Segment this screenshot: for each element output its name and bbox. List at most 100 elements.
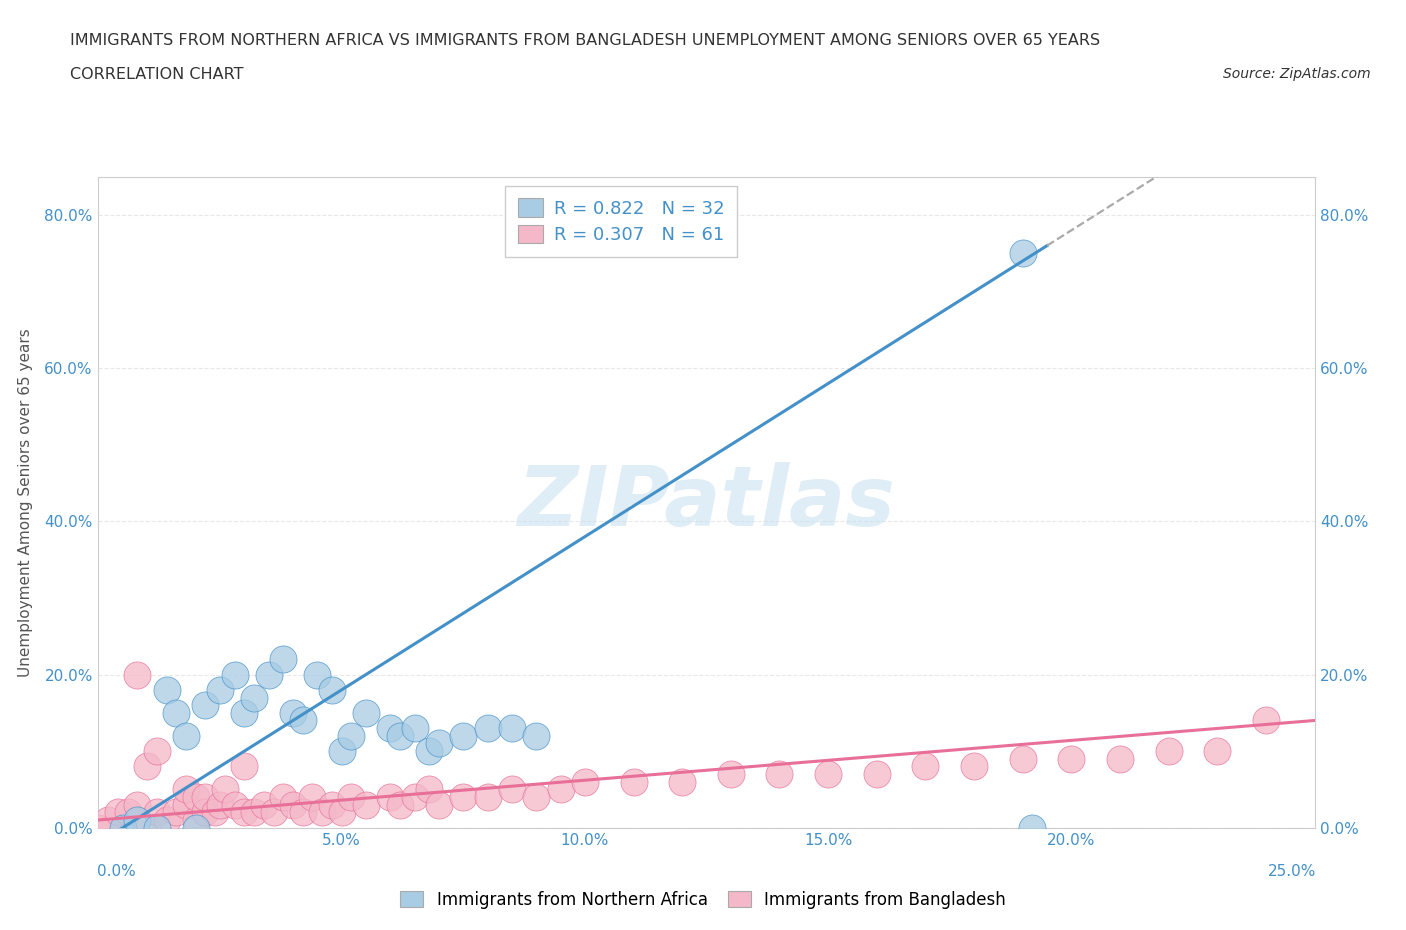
Point xyxy=(271,790,294,804)
Point xyxy=(311,805,333,820)
Point xyxy=(1060,751,1083,766)
Text: ZIPatlas: ZIPatlas xyxy=(517,461,896,543)
Point xyxy=(291,713,314,728)
Point xyxy=(866,766,889,781)
Point xyxy=(174,728,197,743)
Point xyxy=(174,797,197,812)
Point xyxy=(184,813,207,828)
Point xyxy=(243,690,266,705)
Text: Source: ZipAtlas.com: Source: ZipAtlas.com xyxy=(1223,67,1371,81)
Point xyxy=(418,782,440,797)
Point xyxy=(146,805,169,820)
Point xyxy=(204,805,226,820)
Point xyxy=(263,805,285,820)
Point xyxy=(146,820,169,835)
Point xyxy=(574,775,596,790)
Text: 0.0%: 0.0% xyxy=(97,863,136,879)
Point xyxy=(174,782,197,797)
Point xyxy=(271,652,294,667)
Point xyxy=(1109,751,1132,766)
Point xyxy=(224,667,246,682)
Point xyxy=(107,805,129,820)
Point xyxy=(194,698,217,712)
Point xyxy=(155,813,177,828)
Point xyxy=(623,775,645,790)
Point xyxy=(155,683,177,698)
Point xyxy=(209,797,232,812)
Point xyxy=(501,721,523,736)
Legend: Immigrants from Northern Africa, Immigrants from Bangladesh: Immigrants from Northern Africa, Immigra… xyxy=(392,883,1014,917)
Point xyxy=(111,820,134,835)
Point xyxy=(380,721,402,736)
Point xyxy=(427,736,450,751)
Point xyxy=(477,721,499,736)
Point xyxy=(307,667,329,682)
Point xyxy=(418,744,440,759)
Point xyxy=(194,805,217,820)
Point xyxy=(127,667,149,682)
Point xyxy=(817,766,839,781)
Point xyxy=(501,782,523,797)
Point xyxy=(1254,713,1277,728)
Point xyxy=(380,790,402,804)
Point xyxy=(165,805,187,820)
Point xyxy=(340,790,363,804)
Point xyxy=(301,790,323,804)
Point xyxy=(97,813,120,828)
Point xyxy=(550,782,572,797)
Point xyxy=(404,790,426,804)
Point xyxy=(233,705,256,720)
Point xyxy=(453,790,475,804)
Point xyxy=(184,790,207,804)
Point xyxy=(214,782,236,797)
Point xyxy=(321,683,343,698)
Point xyxy=(233,759,256,774)
Point xyxy=(209,683,232,698)
Point xyxy=(427,797,450,812)
Point xyxy=(291,805,314,820)
Text: 25.0%: 25.0% xyxy=(1267,863,1316,879)
Point xyxy=(477,790,499,804)
Point xyxy=(768,766,790,781)
Point xyxy=(524,790,547,804)
Point xyxy=(165,705,187,720)
Point xyxy=(243,805,266,820)
Point xyxy=(117,805,139,820)
Point xyxy=(257,667,280,682)
Point xyxy=(224,797,246,812)
Text: CORRELATION CHART: CORRELATION CHART xyxy=(70,67,243,82)
Legend: R = 0.822   N = 32, R = 0.307   N = 61: R = 0.822 N = 32, R = 0.307 N = 61 xyxy=(505,186,737,257)
Point xyxy=(354,705,377,720)
Point xyxy=(340,728,363,743)
Point xyxy=(404,721,426,736)
Point xyxy=(963,759,986,774)
Y-axis label: Unemployment Among Seniors over 65 years: Unemployment Among Seniors over 65 years xyxy=(18,328,34,677)
Point xyxy=(1011,246,1033,260)
Point xyxy=(127,813,149,828)
Point xyxy=(127,797,149,812)
Point xyxy=(1021,820,1043,835)
Point xyxy=(1157,744,1180,759)
Point xyxy=(281,797,304,812)
Point xyxy=(281,705,304,720)
Point xyxy=(233,805,256,820)
Point xyxy=(253,797,276,812)
Point xyxy=(671,775,693,790)
Point xyxy=(194,790,217,804)
Point xyxy=(914,759,936,774)
Point xyxy=(720,766,742,781)
Point xyxy=(146,744,169,759)
Point xyxy=(136,759,159,774)
Point xyxy=(1011,751,1033,766)
Point xyxy=(136,820,159,835)
Point xyxy=(330,805,353,820)
Point xyxy=(321,797,343,812)
Point xyxy=(389,797,412,812)
Point xyxy=(389,728,412,743)
Point xyxy=(354,797,377,812)
Point xyxy=(330,744,353,759)
Point xyxy=(184,820,207,835)
Text: IMMIGRANTS FROM NORTHERN AFRICA VS IMMIGRANTS FROM BANGLADESH UNEMPLOYMENT AMONG: IMMIGRANTS FROM NORTHERN AFRICA VS IMMIG… xyxy=(70,33,1101,47)
Point xyxy=(453,728,475,743)
Point xyxy=(87,820,110,835)
